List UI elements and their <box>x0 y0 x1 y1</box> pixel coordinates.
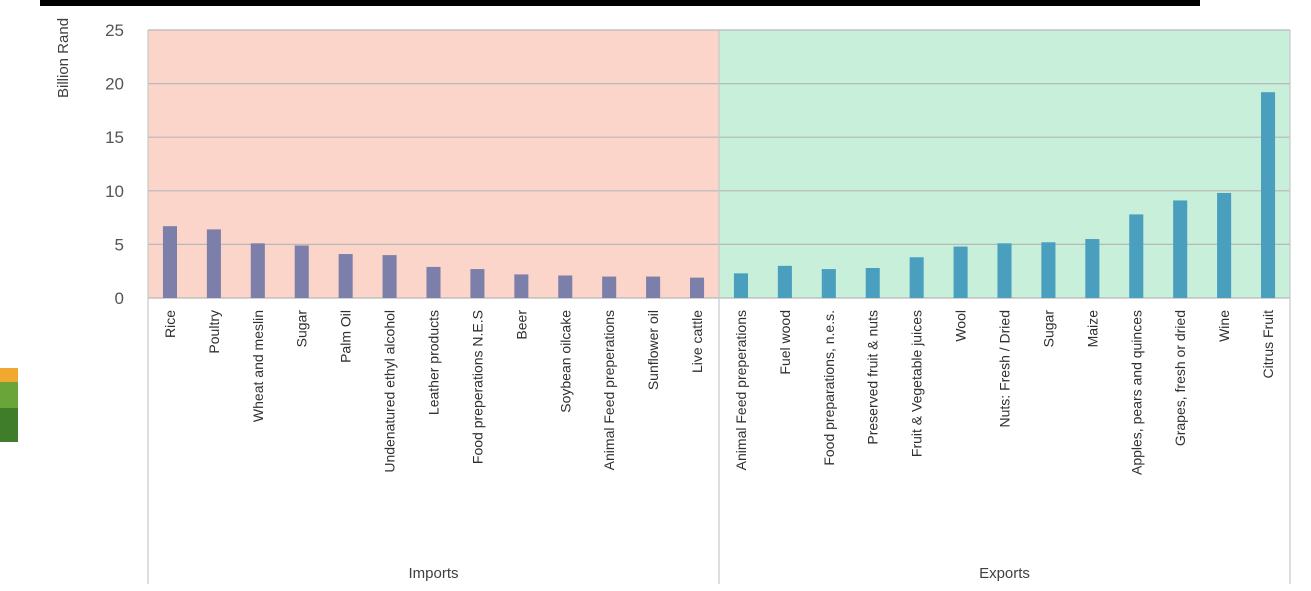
x-tick-label: Food preperations N.E.S <box>469 310 485 464</box>
group-label: Imports <box>408 565 458 582</box>
bar <box>821 269 836 298</box>
group-background-0 <box>148 30 719 298</box>
group-label: Exports <box>979 565 1030 582</box>
x-tick-label: Wheat and meslin <box>250 310 266 422</box>
x-tick-label: Soybean oilcake <box>557 310 573 413</box>
x-tick-label: Fuel wood <box>777 310 793 375</box>
plot-background <box>148 30 1290 298</box>
x-tick-label: Preserved fruit & nuts <box>865 310 881 445</box>
bar <box>294 245 309 298</box>
group-labels: Imports Exports <box>408 565 1029 582</box>
y-axis-label: Billion Rand <box>55 18 72 98</box>
bar <box>1261 92 1276 299</box>
x-tick-label: Animal Feed preperations <box>601 310 617 470</box>
bar <box>602 276 617 298</box>
x-tick-label: Citrus Fruit <box>1260 310 1276 379</box>
x-tick-label: Apples, pears and quinces <box>1128 310 1144 475</box>
bar <box>470 269 485 298</box>
y-tick-label: 10 <box>105 182 124 201</box>
x-tick-label: Nuts: Fresh / Dried <box>997 310 1013 427</box>
bar <box>514 274 529 298</box>
logo-icon <box>0 368 18 442</box>
x-tick-label: Grapes, fresh or dried <box>1172 310 1188 446</box>
bar <box>909 257 924 298</box>
bar <box>206 229 221 298</box>
x-tick-label: Wine <box>1216 310 1232 342</box>
x-tick-label: Fruit & Vegetable juices <box>909 310 925 457</box>
x-tick-label: Leather products <box>426 310 442 415</box>
bars <box>162 92 1276 299</box>
clipped-header-fragment <box>40 0 1200 6</box>
bar <box>953 246 968 298</box>
bar <box>382 255 397 298</box>
bar <box>997 243 1012 298</box>
axes <box>147 30 1291 584</box>
bar <box>250 243 265 298</box>
bar <box>777 265 792 298</box>
x-tick-label: Undenatured ethyl alcohol <box>382 310 398 473</box>
bar <box>162 226 177 298</box>
x-tick-label: Wool <box>953 310 969 342</box>
bar <box>1173 200 1188 298</box>
x-tick-label: Sunflower oil <box>645 310 661 390</box>
x-tick-label: Animal Feed preperations <box>733 310 749 470</box>
x-tick-label: Live cattle <box>689 310 705 373</box>
bar <box>426 266 441 298</box>
x-axis-labels: Rice Poultry Wheat and meslin Sugar Palm Oil… <box>162 310 1276 475</box>
x-tick-label: Poultry <box>206 310 222 354</box>
bar <box>558 275 573 298</box>
y-tick-label: 20 <box>105 75 124 94</box>
bar <box>1041 242 1056 298</box>
bar <box>1129 214 1144 298</box>
bar <box>338 254 353 298</box>
bar <box>733 273 748 298</box>
bar <box>1217 192 1232 298</box>
y-tick-label: 5 <box>115 235 124 254</box>
x-tick-label: Maize <box>1084 310 1100 348</box>
x-tick-label: Beer <box>513 310 529 340</box>
y-axis-ticks: 0 5 10 15 20 25 <box>105 21 124 308</box>
x-tick-label: Palm Oil <box>338 310 354 363</box>
x-tick-label: Rice <box>162 310 178 338</box>
y-tick-label: 0 <box>115 289 124 308</box>
y-tick-label: 15 <box>105 128 124 147</box>
bar <box>865 267 880 298</box>
bar <box>646 276 661 298</box>
x-tick-label: Sugar <box>294 310 310 348</box>
y-tick-label: 25 <box>105 21 124 40</box>
bar <box>690 277 705 298</box>
bar <box>1085 239 1100 298</box>
x-tick-label: Food preparations, n.e.s. <box>821 310 837 466</box>
x-tick-label: Sugar <box>1040 310 1056 348</box>
